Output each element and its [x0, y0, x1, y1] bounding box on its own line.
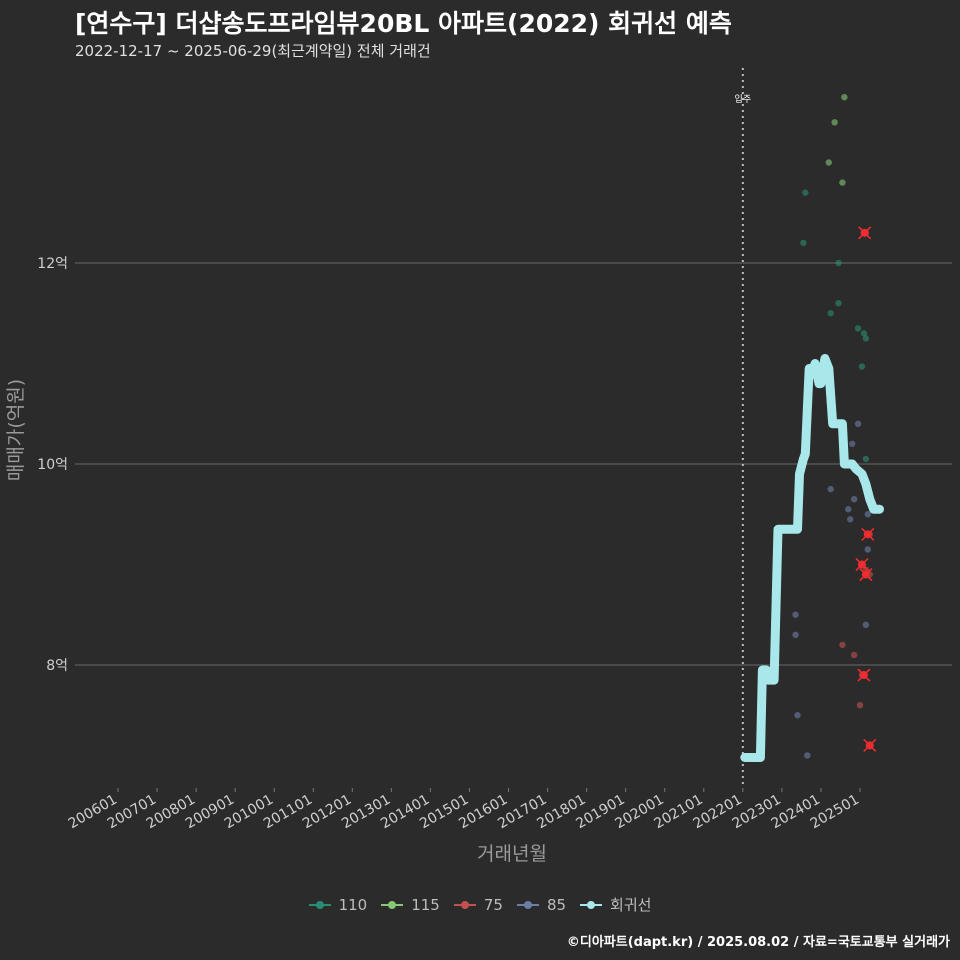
- highlight-x-mark: [857, 668, 871, 682]
- data-point-85: [845, 506, 852, 513]
- data-point-85: [794, 712, 801, 719]
- data-point-115: [825, 159, 832, 166]
- chart-subtitle: 2022-12-17 ~ 2025-06-29(최근계약일) 전체 거래건: [75, 42, 431, 60]
- highlight-x-mark: [863, 738, 877, 752]
- data-point-75: [850, 651, 858, 659]
- legend-label: 회귀선: [610, 896, 652, 914]
- data-point-85: [827, 485, 834, 493]
- y-tick-label: 12억: [37, 256, 68, 272]
- legend: 110 115 75 85 회귀선: [0, 894, 960, 915]
- legend-key: [580, 898, 603, 912]
- legend-label: 85: [546, 895, 567, 914]
- data-point-110: [858, 363, 866, 370]
- data-point-110: [854, 325, 862, 332]
- data-point-110: [835, 300, 842, 307]
- legend-item: 회귀선: [580, 894, 651, 915]
- data-point-115: [841, 93, 848, 101]
- data-point-85: [864, 511, 872, 518]
- legend-label: 75: [483, 895, 503, 914]
- data-point-85: [864, 546, 872, 553]
- data-point-85: [804, 752, 811, 759]
- x-axis-title: 거래년월: [477, 843, 547, 865]
- legend-item: 85: [516, 894, 567, 915]
- highlight-x-mark: [861, 527, 875, 541]
- legend-key: [381, 898, 404, 912]
- data-point-85: [792, 611, 799, 618]
- data-point-85: [854, 420, 862, 427]
- data-point-110: [860, 330, 868, 337]
- data-point-110: [802, 189, 809, 196]
- data-point-75: [839, 641, 846, 649]
- chart-title: [연수구] 더샵송도프라임뷰20BL 아파트(2022) 회귀선 예측: [75, 9, 732, 38]
- data-point-115: [831, 119, 838, 126]
- source-caption: ©디아파트(dapt.kr) / 2025.08.02 / 자료=국토교통부 실…: [566, 935, 950, 950]
- data-point-110: [800, 239, 807, 247]
- data-point-85: [862, 621, 870, 628]
- y-tick-label: 10억: [37, 457, 68, 473]
- data-point-85: [850, 495, 858, 503]
- y-axis-title: 매매가(억원): [5, 379, 27, 481]
- regression-line: [740, 354, 884, 762]
- data-point-85: [847, 516, 854, 523]
- data-point-110: [835, 259, 842, 267]
- highlight-x-mark: [859, 568, 873, 582]
- legend-item: 110: [308, 894, 368, 915]
- data-point-75: [856, 702, 864, 709]
- legend-item: 115: [381, 894, 440, 915]
- data-point-115: [839, 179, 846, 186]
- move-in-label: 입주: [735, 93, 752, 105]
- highlight-x-mark: [858, 226, 872, 240]
- y-tick-label: 8억: [46, 658, 68, 674]
- data-point-110: [827, 310, 834, 317]
- legend-label: 110: [338, 895, 368, 914]
- legend-item: 75: [453, 894, 503, 915]
- legend-label: 115: [411, 895, 440, 914]
- data-point-85: [848, 440, 856, 448]
- data-point-110: [862, 335, 870, 342]
- data-point-85: [792, 631, 799, 639]
- highlight-x-mark: [855, 557, 869, 572]
- data-point-110: [862, 455, 870, 463]
- legend-key: [453, 898, 476, 912]
- legend-key: [516, 898, 539, 912]
- legend-key: [308, 898, 331, 912]
